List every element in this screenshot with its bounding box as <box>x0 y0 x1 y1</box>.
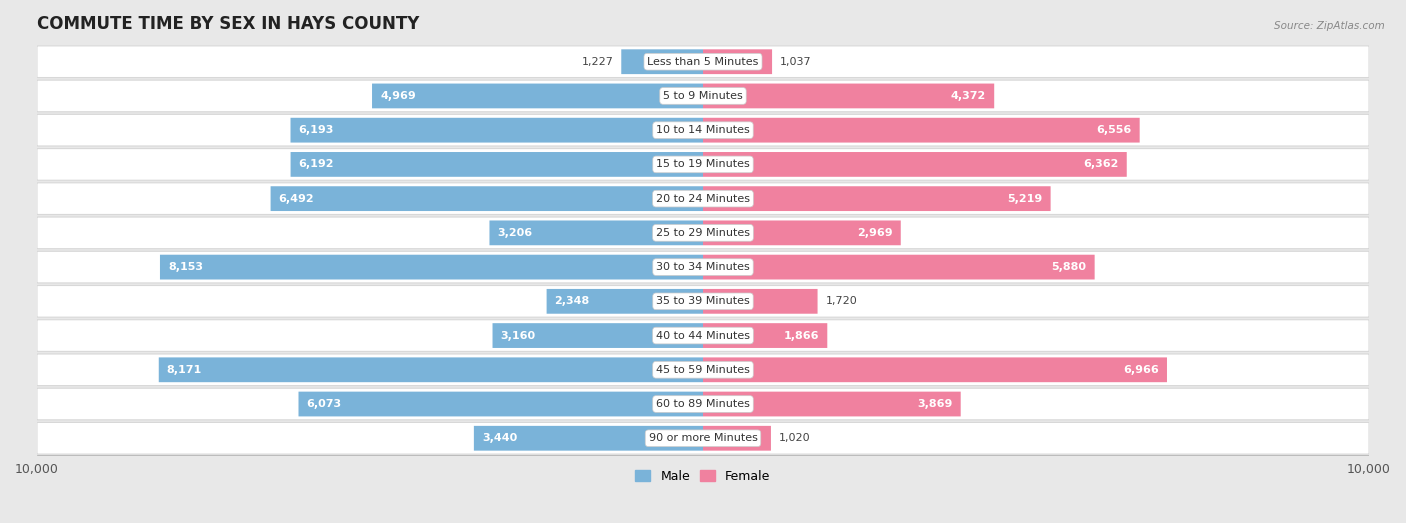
Text: 6,192: 6,192 <box>298 160 335 169</box>
Text: 6,492: 6,492 <box>278 194 314 203</box>
FancyBboxPatch shape <box>160 255 703 279</box>
FancyBboxPatch shape <box>703 289 817 314</box>
FancyBboxPatch shape <box>373 84 703 108</box>
Text: Less than 5 Minutes: Less than 5 Minutes <box>647 56 759 67</box>
FancyBboxPatch shape <box>492 323 703 348</box>
FancyBboxPatch shape <box>291 118 703 143</box>
Text: 40 to 44 Minutes: 40 to 44 Minutes <box>657 331 749 340</box>
Text: 25 to 29 Minutes: 25 to 29 Minutes <box>657 228 749 238</box>
FancyBboxPatch shape <box>474 426 703 451</box>
FancyBboxPatch shape <box>489 221 703 245</box>
Text: 8,171: 8,171 <box>167 365 202 375</box>
Text: 15 to 19 Minutes: 15 to 19 Minutes <box>657 160 749 169</box>
FancyBboxPatch shape <box>37 115 1369 146</box>
FancyBboxPatch shape <box>703 255 1095 279</box>
Text: 1,866: 1,866 <box>783 331 820 340</box>
Legend: Male, Female: Male, Female <box>630 465 776 488</box>
Text: 1,037: 1,037 <box>780 56 811 67</box>
Text: 1,227: 1,227 <box>582 56 613 67</box>
Text: 1,720: 1,720 <box>825 297 858 306</box>
Text: 6,193: 6,193 <box>298 125 333 135</box>
Text: 1,020: 1,020 <box>779 433 810 444</box>
Text: 3,160: 3,160 <box>501 331 536 340</box>
Text: 45 to 59 Minutes: 45 to 59 Minutes <box>657 365 749 375</box>
Text: 5,219: 5,219 <box>1007 194 1043 203</box>
FancyBboxPatch shape <box>703 49 772 74</box>
Text: 10 to 14 Minutes: 10 to 14 Minutes <box>657 125 749 135</box>
Text: 6,966: 6,966 <box>1123 365 1159 375</box>
Text: 8,153: 8,153 <box>167 262 202 272</box>
FancyBboxPatch shape <box>37 286 1369 317</box>
FancyBboxPatch shape <box>703 357 1167 382</box>
Text: 3,869: 3,869 <box>917 399 953 409</box>
FancyBboxPatch shape <box>37 217 1369 249</box>
FancyBboxPatch shape <box>621 49 703 74</box>
FancyBboxPatch shape <box>37 149 1369 180</box>
FancyBboxPatch shape <box>37 388 1369 420</box>
Text: 2,969: 2,969 <box>858 228 893 238</box>
FancyBboxPatch shape <box>37 320 1369 351</box>
Text: 4,372: 4,372 <box>950 91 986 101</box>
Text: 4,969: 4,969 <box>380 91 416 101</box>
Text: 6,556: 6,556 <box>1097 125 1132 135</box>
Text: 30 to 34 Minutes: 30 to 34 Minutes <box>657 262 749 272</box>
Text: 5,880: 5,880 <box>1052 262 1087 272</box>
Text: 20 to 24 Minutes: 20 to 24 Minutes <box>657 194 749 203</box>
FancyBboxPatch shape <box>37 80 1369 112</box>
Text: Source: ZipAtlas.com: Source: ZipAtlas.com <box>1274 21 1385 31</box>
FancyBboxPatch shape <box>159 357 703 382</box>
FancyBboxPatch shape <box>703 221 901 245</box>
FancyBboxPatch shape <box>703 152 1126 177</box>
FancyBboxPatch shape <box>547 289 703 314</box>
FancyBboxPatch shape <box>270 186 703 211</box>
FancyBboxPatch shape <box>37 183 1369 214</box>
FancyBboxPatch shape <box>703 84 994 108</box>
Text: 5 to 9 Minutes: 5 to 9 Minutes <box>664 91 742 101</box>
FancyBboxPatch shape <box>291 152 703 177</box>
Text: 6,073: 6,073 <box>307 399 342 409</box>
Text: COMMUTE TIME BY SEX IN HAYS COUNTY: COMMUTE TIME BY SEX IN HAYS COUNTY <box>37 15 419 33</box>
Text: 3,206: 3,206 <box>498 228 533 238</box>
FancyBboxPatch shape <box>703 118 1140 143</box>
FancyBboxPatch shape <box>37 423 1369 454</box>
Text: 35 to 39 Minutes: 35 to 39 Minutes <box>657 297 749 306</box>
Text: 3,440: 3,440 <box>482 433 517 444</box>
Text: 2,348: 2,348 <box>554 297 591 306</box>
FancyBboxPatch shape <box>37 46 1369 77</box>
FancyBboxPatch shape <box>703 186 1050 211</box>
Text: 6,362: 6,362 <box>1084 160 1119 169</box>
FancyBboxPatch shape <box>37 251 1369 283</box>
Text: 90 or more Minutes: 90 or more Minutes <box>648 433 758 444</box>
FancyBboxPatch shape <box>298 392 703 416</box>
FancyBboxPatch shape <box>703 426 770 451</box>
FancyBboxPatch shape <box>703 392 960 416</box>
Text: 60 to 89 Minutes: 60 to 89 Minutes <box>657 399 749 409</box>
FancyBboxPatch shape <box>37 354 1369 385</box>
FancyBboxPatch shape <box>703 323 827 348</box>
